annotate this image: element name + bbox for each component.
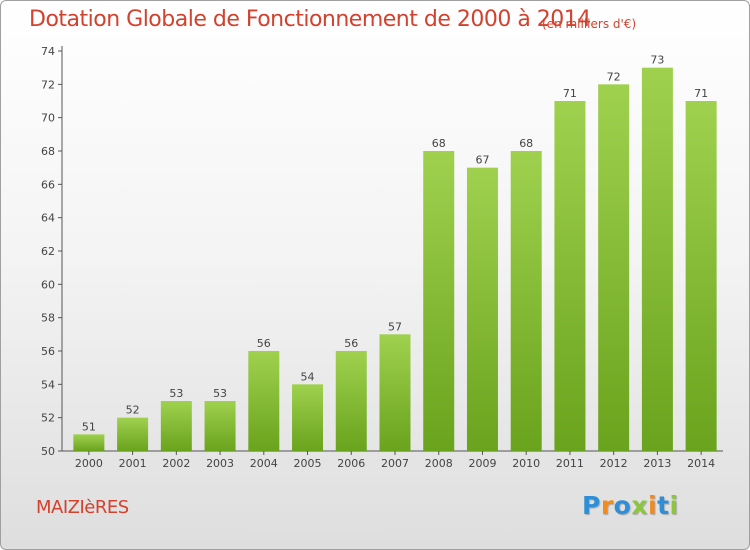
bar-value-label: 51 [82, 420, 96, 433]
y-tick-label: 64 [41, 212, 55, 225]
y-tick-label: 52 [41, 412, 55, 425]
bar-value-label: 71 [563, 87, 577, 100]
bar-value-label: 72 [607, 70, 621, 83]
y-tick-label: 58 [41, 312, 55, 325]
y-tick-label: 68 [41, 145, 55, 158]
bar [117, 417, 149, 451]
bar-value-label: 68 [432, 137, 446, 150]
bar-value-label: 56 [257, 337, 271, 350]
bar-value-label: 54 [301, 370, 315, 383]
bar-value-label: 56 [344, 337, 358, 350]
chart-unit: (en milliers d'€) [542, 17, 637, 31]
y-tick-label: 56 [41, 345, 55, 358]
bar-value-label: 52 [126, 404, 140, 417]
x-tick-label: 2002 [162, 457, 190, 470]
bar [641, 67, 673, 452]
y-tick-label: 62 [41, 245, 55, 258]
x-tick-label: 2007 [381, 457, 409, 470]
y-tick-label: 50 [41, 445, 55, 458]
bar [466, 167, 498, 451]
bar [248, 351, 280, 451]
bar-value-label: 57 [388, 320, 402, 333]
bar [685, 101, 717, 451]
x-tick-label: 2013 [643, 457, 671, 470]
bar [423, 151, 455, 451]
x-tick-label: 2011 [556, 457, 584, 470]
chart-labels: 2000 51 2001 52 2002 53 2003 53 2004 56 2005 54 2006… [75, 54, 715, 470]
x-tick-label: 2001 [119, 457, 147, 470]
x-tick-label: 2009 [468, 457, 496, 470]
bar [292, 384, 324, 451]
place-name: MAIZIèRES [36, 497, 129, 518]
bar [379, 334, 411, 451]
chart-bars [73, 67, 717, 452]
y-tick-label: 54 [41, 378, 55, 391]
x-tick-label: 2004 [250, 457, 278, 470]
proxiti-logo: Proxiti [582, 491, 679, 520]
bar-value-label: 71 [694, 87, 708, 100]
bar [160, 401, 192, 451]
x-tick-label: 2000 [75, 457, 103, 470]
y-tick-label: 72 [41, 78, 55, 91]
y-tick-label: 74 [41, 45, 55, 58]
chart-title: Dotation Globale de Fonctionnement de 20… [29, 7, 591, 32]
x-tick-label: 2003 [206, 457, 234, 470]
bar-value-label: 53 [213, 387, 227, 400]
x-tick-label: 2010 [512, 457, 540, 470]
bar [598, 84, 630, 451]
x-tick-label: 2014 [687, 457, 715, 470]
chart-axes: 50 52 54 56 58 60 62 64 66 68 70 72 74 [41, 45, 723, 458]
bar [335, 351, 367, 451]
bar-value-label: 73 [650, 54, 664, 67]
x-tick-label: 2005 [294, 457, 322, 470]
bar [204, 401, 236, 451]
bar [510, 151, 542, 451]
bar-value-label: 68 [519, 137, 533, 150]
bar-value-label: 53 [169, 387, 183, 400]
x-tick-label: 2008 [425, 457, 453, 470]
x-tick-label: 2006 [337, 457, 365, 470]
bar [73, 434, 105, 451]
y-tick-label: 60 [41, 278, 55, 291]
x-tick-label: 2012 [600, 457, 628, 470]
bar-value-label: 67 [475, 154, 489, 167]
y-tick-label: 70 [41, 112, 55, 125]
bar [554, 101, 586, 451]
y-tick-label: 66 [41, 178, 55, 191]
